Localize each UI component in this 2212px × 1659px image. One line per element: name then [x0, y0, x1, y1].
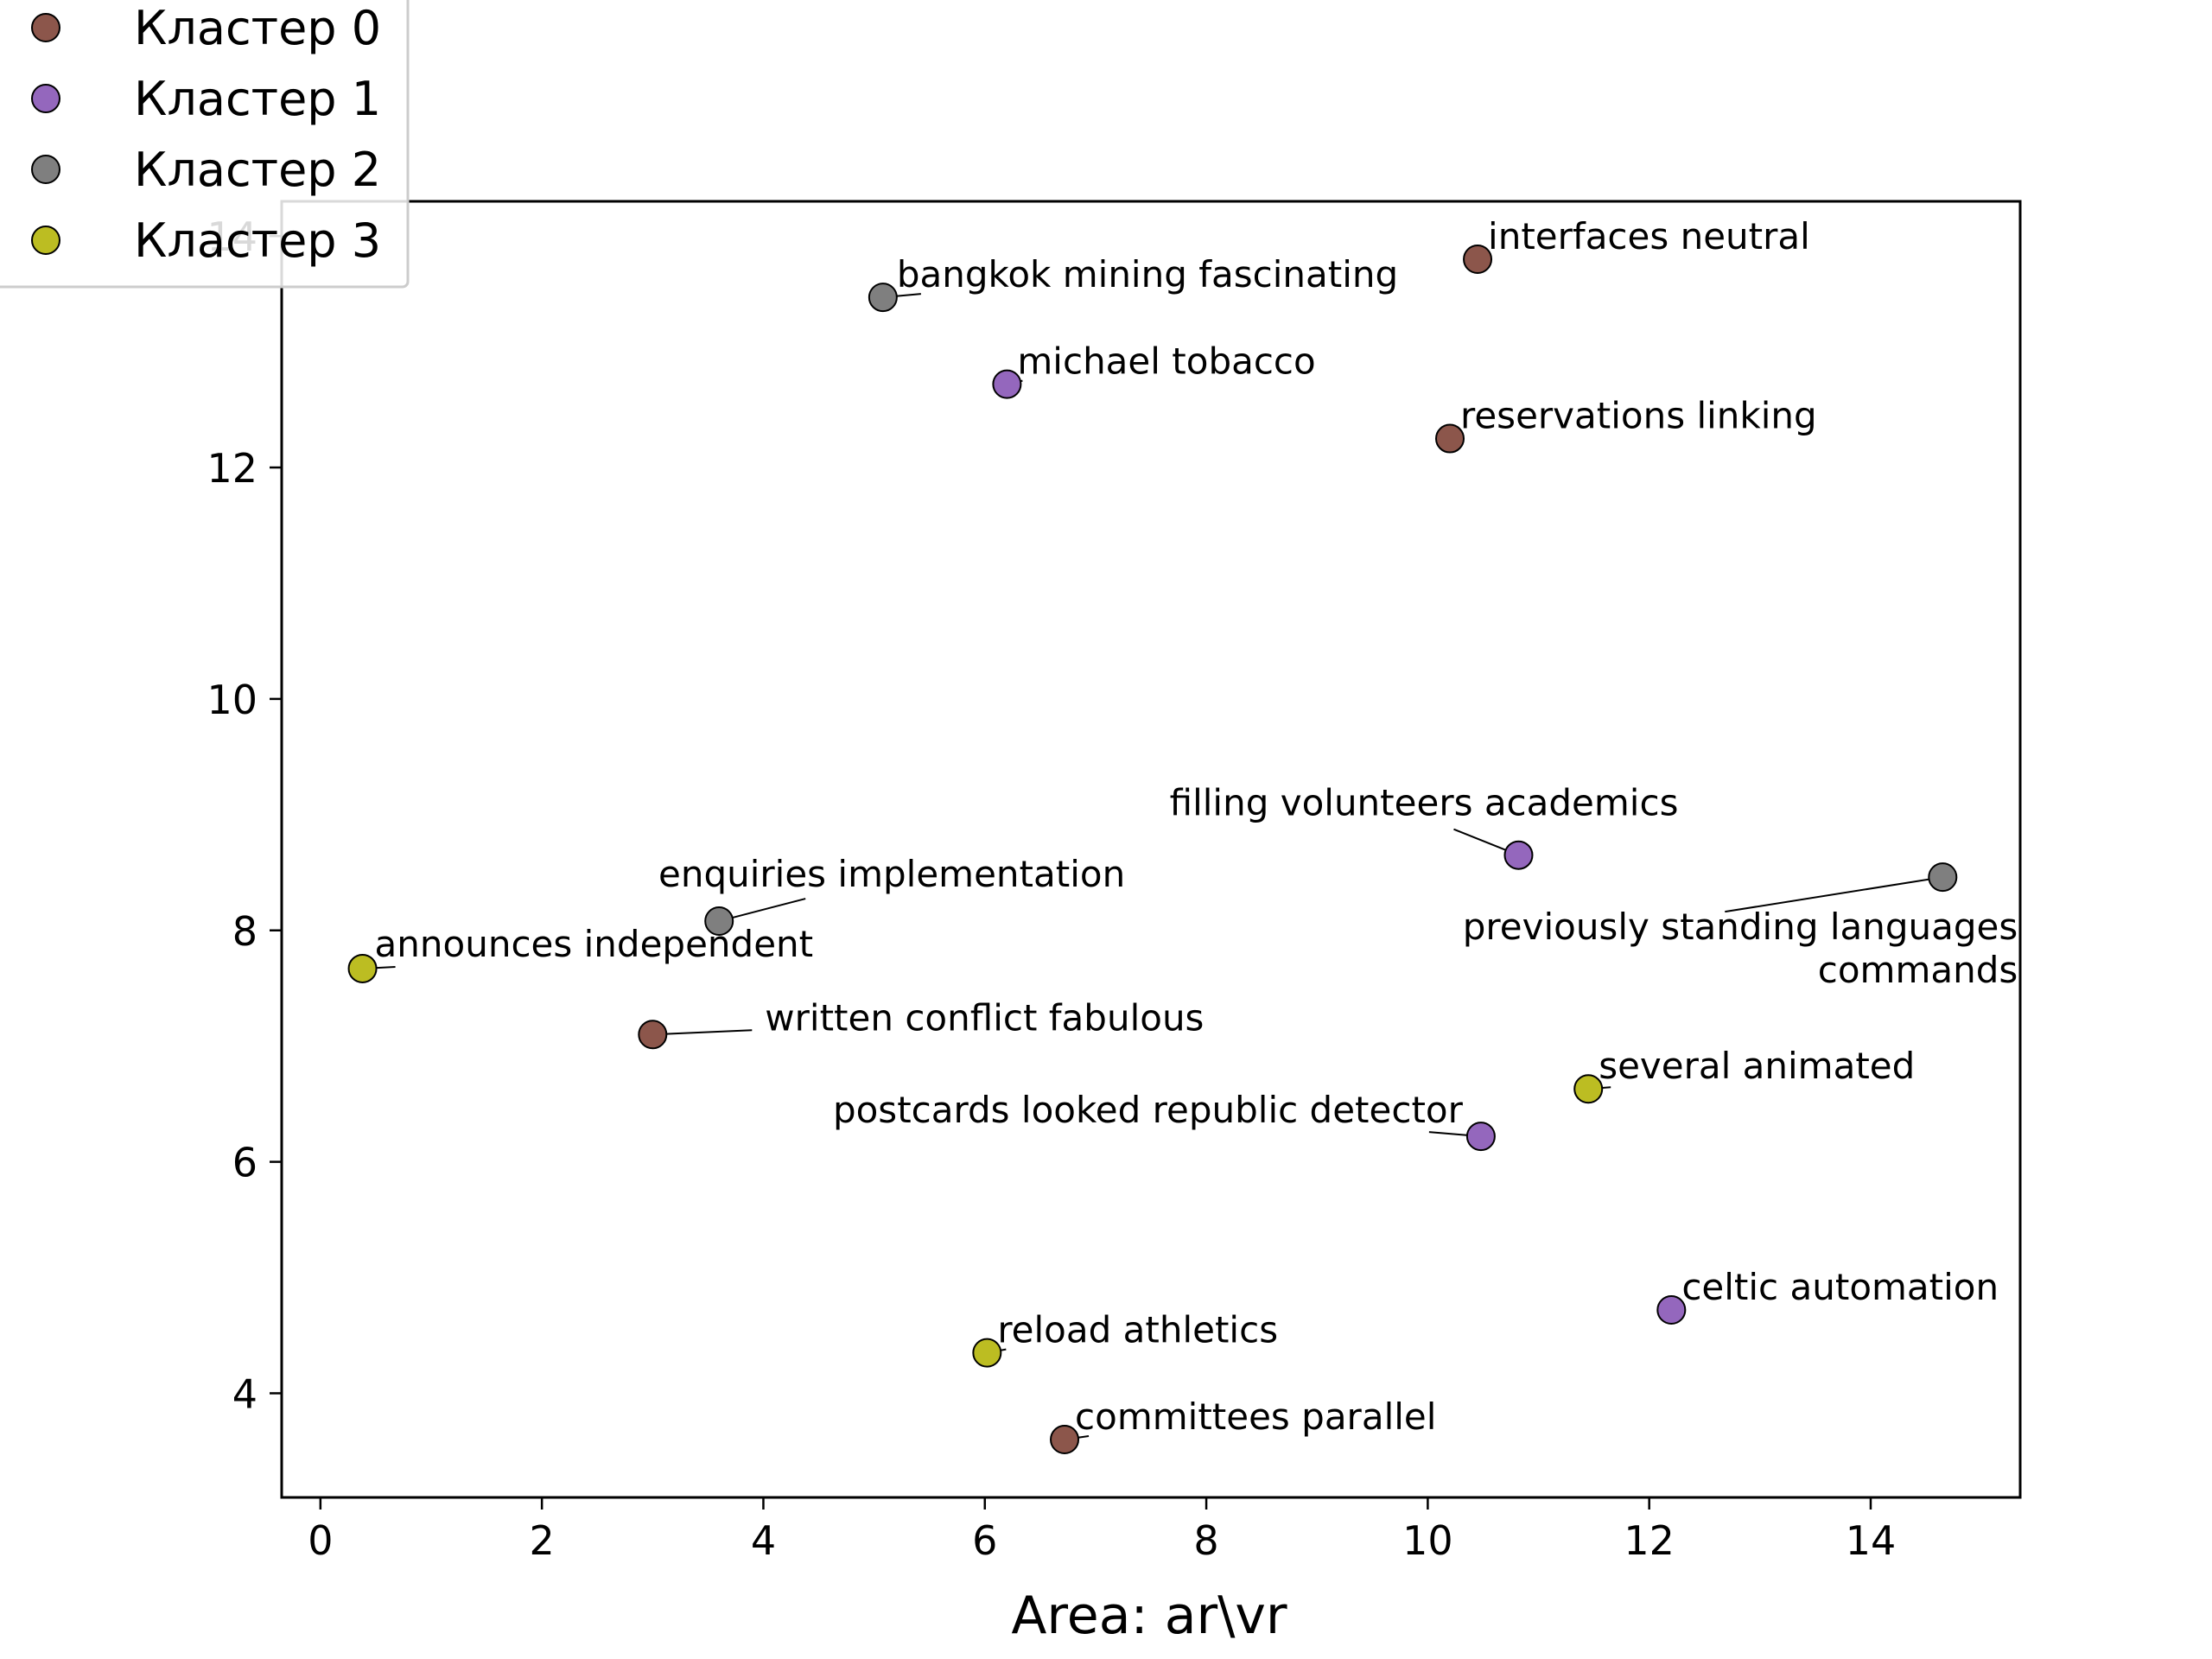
label-leader-line [652, 1029, 753, 1036]
point-label: interfaces neutral [1488, 215, 1810, 257]
point-label: michael tobacco [1017, 340, 1315, 383]
point-label: filling volunteers academics [1170, 782, 1679, 824]
data-point [1050, 1425, 1080, 1455]
data-point [992, 369, 1022, 399]
x-tick-label: 2 [530, 1517, 555, 1564]
x-tick-label: 14 [1846, 1517, 1897, 1564]
point-label: previously standing languages commands [1463, 906, 2018, 991]
legend-label: Кластер 3 [134, 213, 381, 268]
label-leader-line [718, 898, 806, 923]
legend-label: Кластер 0 [134, 1, 381, 55]
data-point [704, 906, 734, 937]
legend-label: Кластер 1 [134, 72, 381, 126]
data-point [1573, 1074, 1604, 1104]
point-label: enquiries implementation [658, 853, 1125, 895]
y-tick-label: 6 [232, 1140, 257, 1186]
point-label: postcards looked republic detector [833, 1089, 1464, 1131]
point-label: announces independent [375, 923, 814, 965]
y-tick-label: 4 [232, 1370, 257, 1417]
point-label: committees parallel [1075, 1395, 1436, 1438]
point-label: written conflict fabulous [765, 996, 1204, 1039]
point-label: celtic automation [1681, 1266, 1999, 1308]
legend-marker [31, 13, 60, 42]
x-tick-label: 12 [1624, 1517, 1675, 1564]
x-tick-label: 4 [751, 1517, 776, 1564]
y-tick-label: 12 [207, 445, 257, 492]
x-tick-label: 10 [1402, 1517, 1453, 1564]
y-tick-label: 10 [207, 677, 257, 723]
point-label: reload athletics [997, 1309, 1278, 1351]
data-point [868, 283, 898, 313]
plot-frame [280, 200, 2022, 1499]
x-tick-label: 0 [308, 1517, 333, 1564]
data-point [1465, 1122, 1496, 1152]
x-axis-title: Area: ar\vr [1011, 1586, 1287, 1646]
x-tick-label: 6 [972, 1517, 997, 1564]
y-tick-label: 8 [232, 908, 257, 955]
legend-marker [31, 84, 60, 113]
data-point [972, 1338, 1002, 1368]
data-point [347, 953, 378, 983]
data-point [1928, 862, 1958, 893]
label-leader-line [1725, 876, 1943, 913]
x-tick-label: 8 [1193, 1517, 1218, 1564]
data-point [1503, 840, 1534, 870]
data-point [638, 1020, 668, 1050]
data-point [1656, 1295, 1687, 1325]
legend-box [0, 0, 410, 289]
legend-marker [31, 226, 60, 255]
data-point [1463, 244, 1493, 274]
point-label: bangkok mining fascinating [897, 253, 1398, 296]
legend-marker [31, 155, 60, 184]
data-point [1435, 423, 1465, 454]
legend-label: Кластер 2 [134, 143, 381, 197]
point-label: reservations linking [1460, 395, 1817, 437]
point-label: several animated [1599, 1045, 1915, 1087]
